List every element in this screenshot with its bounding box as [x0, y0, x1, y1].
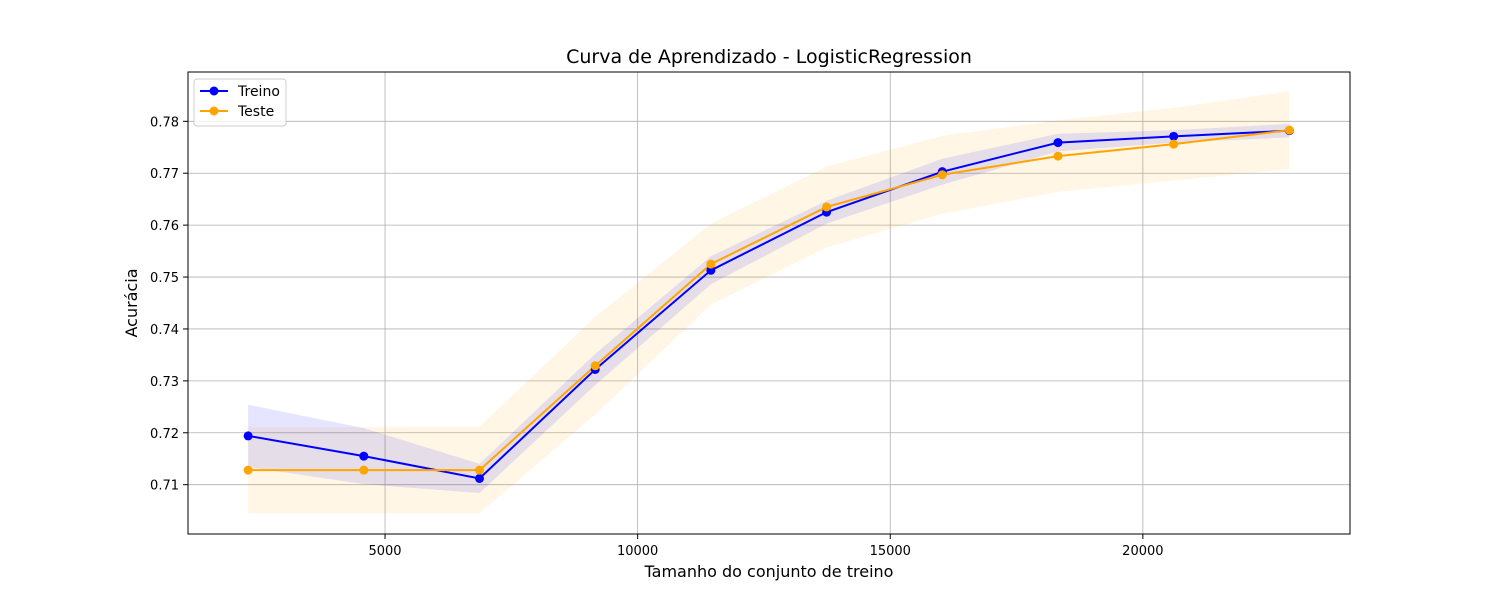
legend-label-treino: Treino — [237, 84, 280, 100]
point-teste — [359, 465, 369, 475]
point-treino — [243, 431, 253, 441]
point-teste — [243, 465, 253, 475]
series-points — [243, 125, 1294, 483]
x-tick-label: 20000 — [1122, 544, 1163, 559]
chart-title: Curva de Aprendizado - LogisticRegressio… — [566, 46, 972, 68]
point-teste — [475, 465, 485, 475]
plot-frame — [187, 71, 1351, 535]
y-tick-label: 0.75 — [150, 271, 179, 286]
legend-label-teste: Teste — [237, 104, 274, 120]
band-treino — [248, 123, 1290, 493]
y-tick-label: 0.77 — [150, 167, 179, 182]
confidence-bands — [248, 91, 1290, 514]
point-treino — [706, 265, 716, 275]
x-axis-ticks: 5000 10000 15000 20000 — [368, 534, 1164, 559]
legend: Treino Teste — [193, 78, 287, 127]
point-teste — [937, 170, 947, 180]
x-axis-label: Tamanho do conjunto de treino — [644, 562, 894, 581]
point-teste — [590, 361, 600, 371]
y-axis-label: Acurácia — [122, 268, 141, 337]
legend-marker-teste — [209, 106, 219, 116]
series-lines — [247, 129, 1290, 480]
y-tick-label: 0.74 — [150, 323, 179, 338]
point-treino — [359, 451, 369, 461]
y-tick-label: 0.72 — [150, 427, 179, 442]
x-tick-label: 10000 — [617, 544, 658, 559]
point-teste — [1053, 151, 1063, 161]
grid-lines — [188, 72, 1350, 534]
point-treino — [1169, 131, 1179, 141]
point-teste — [1169, 139, 1179, 149]
band-teste — [248, 91, 1290, 514]
line-treino — [247, 129, 1290, 480]
x-tick-label: 15000 — [870, 544, 911, 559]
y-tick-label: 0.76 — [150, 219, 179, 234]
y-tick-label: 0.71 — [150, 479, 179, 494]
line-teste — [248, 129, 1290, 472]
legend-marker-treino — [209, 86, 219, 96]
point-treino — [475, 473, 485, 483]
point-treino — [1053, 138, 1063, 148]
y-axis-ticks: 0.71 0.72 0.73 0.74 0.75 0.76 0.77 0.78 — [150, 115, 188, 494]
point-teste — [822, 202, 832, 212]
y-tick-label: 0.78 — [150, 115, 179, 130]
point-teste — [1284, 125, 1294, 135]
point-teste — [706, 259, 716, 269]
y-tick-label: 0.73 — [150, 375, 179, 390]
x-tick-label: 5000 — [368, 544, 401, 559]
